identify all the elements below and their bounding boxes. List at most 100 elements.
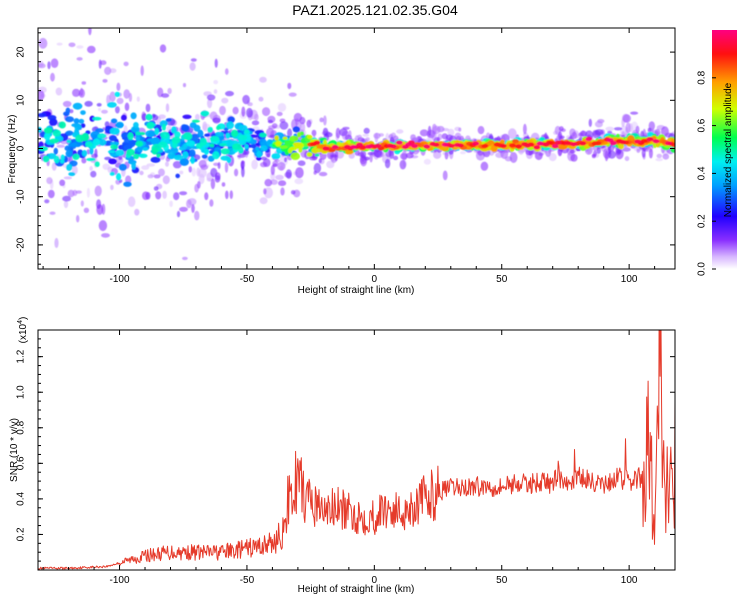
spectrogram-cell — [256, 150, 262, 158]
spectrogram-cell — [263, 188, 267, 195]
spectrogram-cell — [395, 140, 403, 145]
spectrogram-cell — [363, 127, 370, 134]
spectrogram-cell — [225, 132, 230, 139]
spectrogram-y-tick-label: -20 — [16, 237, 27, 252]
spectrogram-cell — [258, 96, 264, 102]
spectrogram-cell — [56, 144, 65, 148]
spectrogram-cell — [271, 123, 278, 129]
spectrogram-cell — [63, 200, 69, 209]
snr-x-tick-label: -100 — [110, 575, 130, 586]
spectrogram-cell — [635, 125, 640, 133]
spectrogram-cell — [190, 58, 197, 62]
spectrogram-cell — [145, 130, 156, 138]
spectrogram-cell — [38, 37, 48, 49]
spectrogram-cell — [118, 155, 123, 160]
spectrogram-cell — [319, 117, 324, 123]
colorbar-gradient — [712, 30, 737, 269]
spectrogram-cell — [189, 62, 196, 71]
spectrogram-cell — [272, 163, 278, 167]
spectrogram-cell — [365, 144, 373, 149]
spectrogram-cell — [306, 152, 313, 157]
spectrogram-cell — [178, 146, 187, 151]
spectrogram-cell — [76, 45, 84, 49]
spectrogram-cell — [306, 134, 313, 140]
spectrogram-cell — [135, 140, 144, 147]
spectrogram-cell — [72, 153, 80, 160]
spectrogram-cell — [56, 42, 63, 46]
snr-y-tick-label: 0.2 — [16, 527, 27, 541]
spectrogram-cell — [191, 204, 195, 213]
snr-y-tick-label: 0.4 — [16, 492, 27, 506]
spectrogram-cell — [277, 161, 286, 171]
spectrogram-cell — [170, 147, 179, 154]
spectrogram-cell — [107, 0, 113, 2]
spectrogram-cell — [399, 159, 407, 170]
spectrogram-cell — [38, 90, 45, 101]
spectrogram-cell — [241, 106, 246, 117]
spectrogram-cell — [237, 154, 246, 158]
spectrogram-cell — [64, 145, 71, 151]
spectrogram-cell — [322, 127, 329, 136]
spectrogram-cell — [47, 61, 51, 70]
spectrogram-cell — [594, 129, 604, 136]
snr-y-tick-label: 1.2 — [16, 349, 27, 363]
spectrogram-cell — [493, 137, 502, 142]
colorbar-tick-label: 0.4 — [697, 166, 708, 180]
spectrogram-cell — [80, 123, 86, 128]
spectrogram-cell — [76, 215, 80, 223]
spectrogram-cell — [641, 147, 646, 158]
spectrogram-cell — [436, 125, 445, 133]
spectrogram-cell — [202, 121, 208, 131]
spectrogram-cell — [634, 139, 642, 144]
spectrogram-cell — [607, 130, 613, 134]
spectrogram-cell — [146, 163, 155, 167]
spectrogram-cell — [146, 138, 155, 142]
spectrogram-cell — [47, 115, 57, 121]
spectrogram-cell — [630, 111, 639, 115]
spectrogram-cell — [231, 129, 239, 138]
spectrogram-cell — [662, 153, 670, 160]
spectrogram-cell — [442, 170, 448, 181]
spectrogram-cell — [59, 159, 65, 164]
spectrogram-cell — [131, 162, 137, 170]
spectrogram-cell — [591, 141, 599, 146]
spectrogram-cell — [104, 66, 112, 75]
spectrogram-cell — [94, 185, 102, 197]
snr-x-axis-title: Height of straight line (km) — [298, 584, 415, 595]
spectrogram-cell — [274, 135, 279, 141]
spectrogram-cell — [72, 102, 83, 110]
spectrogram-cell — [374, 143, 382, 148]
spectrogram-cell — [436, 137, 440, 142]
spectrogram-cell — [299, 116, 306, 125]
spectrogram-cell — [110, 118, 118, 124]
spectrogram-cell — [88, 28, 92, 36]
spectrogram-cell — [220, 148, 230, 155]
spectrogram-cell — [588, 118, 592, 127]
spectrogram-cell — [89, 147, 94, 155]
spectrogram-cell — [554, 140, 562, 145]
spectrogram-cell — [393, 155, 399, 161]
spectrogram-cell — [179, 206, 188, 212]
spectrogram-cell — [98, 59, 102, 69]
spectrogram-cell — [38, 63, 46, 69]
spectrogram-cell — [284, 157, 287, 163]
spectrogram-cell — [107, 150, 116, 154]
spectrogram-cell — [198, 159, 207, 169]
spectrogram-cell — [509, 152, 518, 163]
spectrogram-x-tick-label: 100 — [621, 274, 638, 285]
snr-x-tick-label: 50 — [496, 575, 508, 586]
spectrogram-cell — [176, 0, 180, 4]
spectrogram-cell — [335, 127, 341, 139]
spectrogram-cell — [287, 82, 292, 90]
spectrogram-cell — [564, 140, 571, 146]
spectrogram-cell — [130, 112, 137, 120]
spectrogram-cell — [145, 103, 151, 113]
spectrogram-cell — [50, 58, 59, 68]
spectrogram-cell — [179, 191, 188, 196]
spectrogram-cell — [38, 126, 42, 133]
spectrogram-cell — [323, 115, 327, 126]
spectrogram-cell — [193, 124, 201, 132]
colorbar-tick-label: 0.6 — [697, 118, 708, 132]
spectrogram-cell — [447, 143, 455, 148]
spectrogram-cell — [276, 111, 283, 117]
